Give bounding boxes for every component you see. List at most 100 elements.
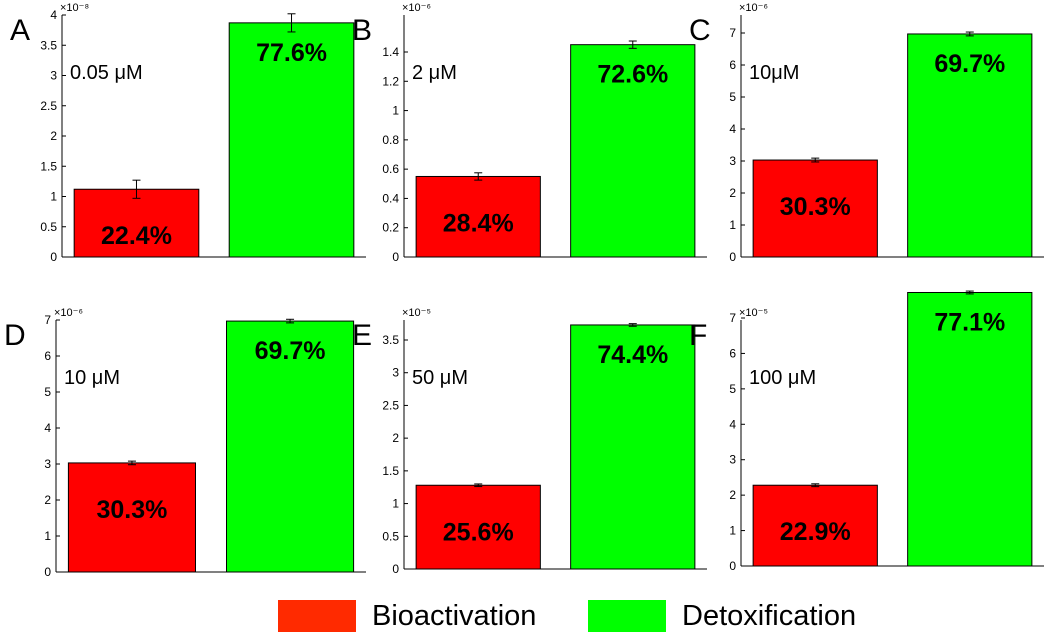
y-tick-label: 3 <box>50 69 57 83</box>
data-label-bioactivation: 30.3% <box>780 193 851 221</box>
data-label-bioactivation: 25.6% <box>443 518 514 546</box>
legend-swatch-detoxification <box>588 600 666 632</box>
panel-f: 0 1 2 3 4 5 6 7 ×10⁻⁵ F 100 μM 22.9% 77.1% <box>689 290 1044 573</box>
bar-bioactivation <box>415 175 541 258</box>
y-tick-label: 0 <box>729 250 736 264</box>
y-tick-label: 5 <box>44 385 51 399</box>
panel-d: 0 1 2 3 4 5 6 7 ×10⁻⁶ D 10 μM 30.3% 69.7% <box>4 307 366 579</box>
y-tick-label: 0 <box>729 559 736 573</box>
y-tick-label: 0.4 <box>382 191 399 205</box>
y-tick-label: 3 <box>392 366 399 380</box>
y-tick-label: 1.2 <box>382 74 399 88</box>
y-tick-label: 7 <box>44 313 51 327</box>
y-tick-label: 6 <box>729 58 736 72</box>
bar-bioactivation <box>752 484 878 567</box>
y-tick-label: 3 <box>729 154 736 168</box>
concentration-label: 2 μM <box>412 62 457 84</box>
data-label-detoxification: 77.1% <box>934 308 1005 336</box>
y-tick-label: 0.2 <box>382 221 399 235</box>
y-tick-label: 6 <box>729 346 736 360</box>
y-tick-label: 3.5 <box>382 333 399 347</box>
y-tick-label: 1 <box>392 497 399 511</box>
concentration-label: 10 μM <box>64 367 120 389</box>
y-exponent-label: ×10⁻⁶ <box>54 307 83 319</box>
bar-detoxification <box>907 33 1033 258</box>
bar-detoxification <box>570 324 696 570</box>
panel-letter: E <box>352 319 372 352</box>
y-tick-label: 2.5 <box>40 99 57 113</box>
y-tick-label: 0.6 <box>382 162 399 176</box>
legend-label-detoxification: Detoxification <box>682 599 857 632</box>
panel-c: 0 1 2 3 4 5 6 7×10⁻⁶ C 10μM 30.3% 69.7% <box>689 2 1044 264</box>
y-tick-label: 1.5 <box>40 159 57 173</box>
y-exponent-label: ×10⁻⁸ <box>60 2 89 14</box>
data-label-detoxification: 74.4% <box>597 341 668 369</box>
y-exponent-label: ×10⁻⁶ <box>739 2 768 14</box>
legend-item-detoxification: Detoxification <box>588 596 856 636</box>
y-tick-label: 0.5 <box>382 529 399 543</box>
y-exponent-label: ×10⁻⁵ <box>402 307 431 319</box>
y-tick-label: 5 <box>729 382 736 396</box>
data-label-bioactivation: 28.4% <box>443 209 514 237</box>
y-tick-label: 5 <box>729 90 736 104</box>
y-tick-label: 0 <box>44 565 51 579</box>
concentration-label: 10μM <box>749 62 799 84</box>
y-tick-label: 4 <box>44 421 51 435</box>
bar-detoxification <box>226 320 355 573</box>
y-tick-label: 2 <box>44 493 51 507</box>
y-tick-label: 1 <box>44 529 51 543</box>
y-tick-label: 4 <box>729 122 736 136</box>
y-exponent-label: ×10⁻⁶ <box>402 2 431 14</box>
concentration-label: 0.05 μM <box>70 62 143 84</box>
legend: Bioactivation Detoxification <box>0 596 1046 636</box>
y-tick-label: 0.8 <box>382 133 399 147</box>
panel-letter: C <box>689 14 711 47</box>
y-tick-label: 2 <box>729 186 736 200</box>
y-tick-label: 2 <box>392 431 399 445</box>
data-label-bioactivation: 22.9% <box>780 518 851 546</box>
y-tick-label: 7 <box>729 311 736 325</box>
data-label-detoxification: 72.6% <box>597 61 668 89</box>
y-tick-label: 1.4 <box>382 45 399 59</box>
y-tick-label: 1 <box>50 190 57 204</box>
y-tick-label: 6 <box>44 349 51 363</box>
bar-bioactivation <box>415 484 541 570</box>
data-label-bioactivation: 22.4% <box>101 222 172 250</box>
panel-b: 0 0.2 0.4 0.6 0.8 1 1.2 1.4 ×10⁻⁶ B 2 μM 28.4% 72.6% <box>352 2 707 264</box>
y-tick-label: 2 <box>729 488 736 502</box>
data-label-detoxification: 69.7% <box>255 337 326 365</box>
y-tick-label: 1 <box>729 218 736 232</box>
data-label-bioactivation: 30.3% <box>97 496 168 524</box>
y-tick-label: 0 <box>392 562 399 576</box>
y-tick-label: 3 <box>44 457 51 471</box>
y-tick-label: 2 <box>50 129 57 143</box>
legend-label-bioactivation: Bioactivation <box>372 599 537 632</box>
panel-letter: D <box>4 319 26 352</box>
y-tick-label: 4 <box>729 417 736 431</box>
bar-detoxification <box>907 291 1033 567</box>
y-tick-label: 1 <box>729 524 736 538</box>
panel-a: 0 0.5 1 1.5 2 2.5 3 3.5 4 ×10⁻⁸ A 0.05 μM 22.4% 77.6% <box>10 2 366 264</box>
y-tick-label: 0 <box>392 250 399 264</box>
concentration-label: 50 μM <box>412 367 468 389</box>
panel-letter: A <box>10 14 30 47</box>
concentration-label: 100 μM <box>749 367 816 389</box>
bar-bioactivation <box>67 462 196 573</box>
panel-letter: F <box>689 319 707 352</box>
legend-swatch-bioactivation <box>278 600 356 632</box>
data-label-detoxification: 69.7% <box>934 50 1005 78</box>
y-tick-label: 1.5 <box>382 464 399 478</box>
y-tick-label: 0 <box>50 250 57 264</box>
panel-e: 0 0.5 1 1.5 2 2.5 3 3.5 ×10⁻⁵ E 50 μM 25.6% 74.4% <box>352 307 707 576</box>
y-tick-label: 4 <box>50 8 57 22</box>
legend-item-bioactivation: Bioactivation <box>278 596 536 636</box>
y-exponent-label: ×10⁻⁵ <box>739 307 768 319</box>
panel-letter: B <box>352 14 372 47</box>
y-tick-label: 3.5 <box>40 38 57 52</box>
bar-bioactivation <box>73 188 200 258</box>
y-tick-label: 7 <box>729 26 736 40</box>
y-tick-label: 1 <box>392 104 399 118</box>
bar-detoxification <box>228 22 355 258</box>
y-tick-label: 0.5 <box>40 220 57 234</box>
